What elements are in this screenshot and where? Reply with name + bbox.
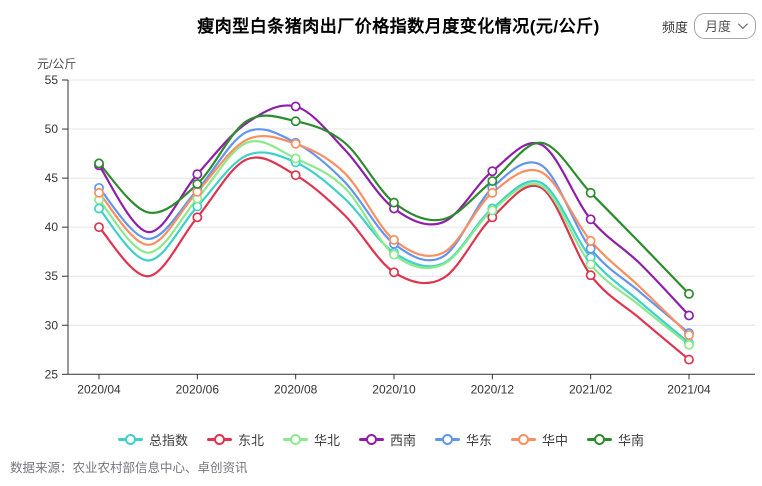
marker-华北-2020/08[interactable] [290, 153, 301, 164]
legend-line-circle-icon [117, 433, 143, 445]
marker-西南-2021/02[interactable] [585, 214, 596, 225]
legend-item-华北[interactable]: 华北 [282, 430, 340, 449]
y-tick-label: 40 [45, 220, 59, 234]
frequency-selected-value: 月度 [704, 19, 731, 34]
x-tick-label: 2020/04 [77, 382, 121, 396]
page-title: 瘦肉型白条猪肉出厂价格指数月度变化情况(元/公斤) [197, 17, 600, 36]
marker-华北-2020/10[interactable] [389, 249, 399, 260]
marker-西南-2020/12[interactable] [487, 166, 498, 177]
marker-华南-2021/02[interactable] [585, 187, 596, 198]
legend-label: 华中 [542, 432, 569, 448]
marker-华北-2021/02[interactable] [585, 259, 596, 270]
frequency-select[interactable]: 月度 [693, 13, 756, 39]
x-tick-label: 2020/10 [372, 382, 416, 396]
line-chart[interactable]: 25 30 35 40 45 50 55 2020/04 2020/06 2020/08 2020/… [0, 0, 762, 420]
legend-line-circle-icon [511, 433, 537, 445]
marker-华中-2020/06[interactable] [192, 186, 203, 197]
marker-华中-2020/10[interactable] [389, 234, 399, 245]
marker-华中-2021/02[interactable] [585, 235, 596, 246]
legend-label: 华北 [313, 432, 340, 448]
y-tick-label: 45 [45, 171, 59, 185]
legend-line-circle-icon [282, 433, 308, 445]
legend-label: 华东 [466, 432, 493, 448]
frequency-control: 频度 月度 [662, 13, 756, 39]
marker-东北-2020/08[interactable] [290, 170, 301, 181]
data-source-note: 数据来源：农业农村部信息中心、卓创资讯 [10, 461, 248, 475]
y-tick-label: 25 [45, 367, 59, 381]
legend-item-华东[interactable]: 华东 [435, 430, 492, 449]
legend-item-东北[interactable]: 东北 [206, 430, 264, 449]
legend-label: 总指数 [148, 432, 188, 448]
legend-line-circle-icon [206, 433, 232, 445]
y-tick-label: 50 [45, 122, 59, 136]
x-tick-label: 2020/12 [471, 382, 515, 396]
y-tick-label: 55 [45, 73, 59, 87]
x-tick-label: 2020/08 [274, 382, 318, 396]
marker-华南-2020/10[interactable] [389, 197, 399, 208]
marker-东北-2021/04[interactable] [684, 354, 694, 365]
marker-华南-2020/08[interactable] [290, 116, 301, 127]
legend-label: 西南 [389, 432, 416, 448]
marker-华中-2020/12[interactable] [487, 187, 498, 198]
marker-东北-2021/02[interactable] [585, 270, 596, 281]
marker-东北-2020/06[interactable] [192, 212, 203, 223]
marker-华北-2020/12[interactable] [487, 205, 498, 216]
marker-华南-2021/04[interactable] [684, 288, 694, 299]
legend-line-circle-icon [435, 433, 460, 445]
frequency-label: 频度 [661, 19, 688, 35]
marker-总指数-2020/06[interactable] [192, 201, 203, 212]
marker-西南-2020/08[interactable] [290, 101, 301, 112]
marker-华南-2020/12[interactable] [487, 176, 498, 186]
legend-label: 东北 [237, 432, 264, 448]
marker-华南-2020/06[interactable] [192, 179, 203, 189]
marker-西南-2020/06[interactable] [192, 169, 203, 180]
marker-华东-2021/02[interactable] [585, 243, 596, 254]
marker-华中-2020/08[interactable] [290, 138, 301, 149]
legend-item-总指数[interactable]: 总指数 [117, 430, 188, 449]
legend-item-西南[interactable]: 西南 [358, 430, 416, 449]
marker-东北-2020/10[interactable] [389, 267, 399, 278]
marker-西南-2021/04[interactable] [684, 310, 694, 321]
y-axis-unit-label: 元/公斤 [37, 57, 77, 71]
marker-总指数-2020/04[interactable] [94, 203, 104, 214]
chart-legend: 总指数 东北 华北 西南 华东 华中 华南 [0, 429, 762, 449]
legend-label: 华南 [618, 432, 645, 448]
legend-line-circle-icon [358, 433, 384, 445]
marker-华南-2020/04[interactable] [94, 158, 104, 169]
x-tick-label: 2021/04 [667, 382, 711, 396]
marker-华北-2021/04[interactable] [684, 339, 694, 350]
marker-华中-2021/04[interactable] [684, 330, 694, 341]
marker-华中-2020/04[interactable] [94, 187, 104, 198]
y-tick-label: 30 [45, 318, 59, 332]
legend-item-华南[interactable]: 华南 [587, 430, 644, 449]
x-tick-label: 2021/02 [569, 382, 613, 396]
y-tick-label: 35 [45, 269, 59, 283]
x-tick-label: 2020/06 [176, 382, 220, 396]
legend-item-华中[interactable]: 华中 [511, 430, 568, 449]
marker-东北-2020/04[interactable] [94, 222, 104, 233]
legend-line-circle-icon [587, 433, 613, 445]
